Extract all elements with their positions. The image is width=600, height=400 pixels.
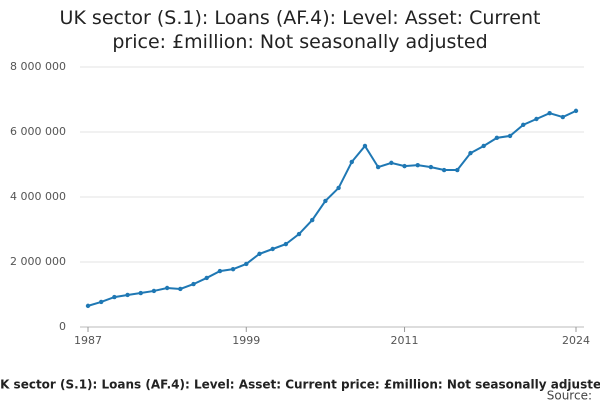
data-point: [375, 164, 381, 170]
series-line: [87, 109, 577, 307]
data-point: [164, 285, 170, 291]
data-point: [270, 246, 275, 252]
data-point: [296, 231, 302, 237]
source: Source:: [547, 389, 592, 400]
data-point: [349, 159, 354, 165]
data-point: [217, 268, 223, 274]
y-tick-label: 6 000 000: [10, 125, 66, 138]
x-tick-label: 2011: [391, 334, 419, 347]
data-point: [151, 288, 157, 294]
data-point: [481, 143, 486, 149]
data-point: [85, 303, 91, 309]
data-point: [98, 299, 104, 305]
y-tick-label: 8 000 000: [10, 60, 66, 73]
data-point: [402, 163, 407, 169]
data-point: [573, 108, 579, 114]
data-point: [323, 198, 328, 204]
y-tick-label: 4 000 000: [10, 190, 66, 203]
data-point: [507, 133, 513, 139]
data-point: [389, 160, 394, 166]
x-tick-label: 1999: [232, 334, 260, 347]
data-point: [468, 150, 473, 156]
x-tick-label: 1987: [74, 334, 102, 347]
data-point: [244, 261, 249, 267]
data-point: [494, 135, 500, 141]
caption: UK sector (S.1): Loans (AF.4): Level: As…: [0, 378, 600, 392]
x-tick-label: 2024: [562, 334, 590, 347]
data-point: [428, 164, 434, 170]
data-point: [547, 110, 552, 116]
data-point: [178, 286, 183, 292]
chart-title: UK sector (S.1): Loans (AF.4): Level: As…: [59, 7, 541, 53]
data-point: [138, 290, 143, 296]
data-point: [362, 143, 368, 149]
data-point: [441, 167, 447, 173]
data-point: [534, 116, 539, 122]
data-point: [125, 292, 130, 298]
data-point: [112, 294, 117, 300]
data-point: [521, 122, 526, 128]
data-point: [204, 275, 209, 281]
data-point: [283, 241, 289, 247]
y-tick-label: 0: [59, 320, 66, 333]
data-point: [230, 266, 236, 272]
data-point: [336, 185, 341, 191]
data-point: [191, 281, 196, 287]
data-point: [560, 114, 566, 120]
data-point: [310, 217, 315, 223]
y-tick-label: 2 000 000: [10, 255, 66, 268]
data-point: [257, 251, 262, 257]
data-point: [415, 162, 420, 168]
data-point: [455, 167, 460, 173]
